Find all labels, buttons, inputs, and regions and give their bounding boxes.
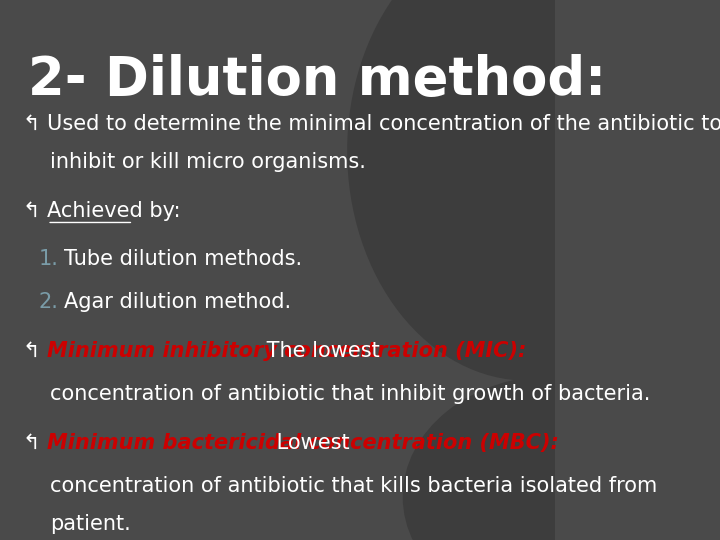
Text: concentration of antibiotic that kills bacteria isolated from: concentration of antibiotic that kills b… — [50, 476, 657, 496]
Text: Agar dilution method.: Agar dilution method. — [64, 292, 291, 313]
Text: ↰: ↰ — [22, 200, 40, 221]
Text: patient.: patient. — [50, 514, 131, 534]
Text: Tube dilution methods.: Tube dilution methods. — [64, 249, 302, 269]
Text: Lowest: Lowest — [271, 433, 350, 453]
Text: inhibit or kill micro organisms.: inhibit or kill micro organisms. — [50, 152, 366, 172]
Text: Used to determine the minimal concentration of the antibiotic to: Used to determine the minimal concentrat… — [48, 114, 720, 134]
Ellipse shape — [347, 0, 708, 381]
Text: ↰: ↰ — [22, 433, 40, 453]
Text: concentration of antibiotic that inhibit growth of bacteria.: concentration of antibiotic that inhibit… — [50, 384, 650, 404]
Text: Achieved by:: Achieved by: — [48, 200, 181, 221]
Text: ↰: ↰ — [22, 341, 40, 361]
Text: 2- Dilution method:: 2- Dilution method: — [28, 54, 606, 106]
Text: ↰: ↰ — [22, 114, 40, 134]
Text: Minimum inhibitory concentration (MIC):: Minimum inhibitory concentration (MIC): — [48, 341, 526, 361]
Text: 1.: 1. — [39, 249, 59, 269]
Ellipse shape — [402, 375, 708, 540]
Text: 2.: 2. — [39, 292, 59, 313]
Text: The lowest: The lowest — [259, 341, 379, 361]
Text: Minimum bactericidal concentration (MBC):: Minimum bactericidal concentration (MBC)… — [48, 433, 559, 453]
